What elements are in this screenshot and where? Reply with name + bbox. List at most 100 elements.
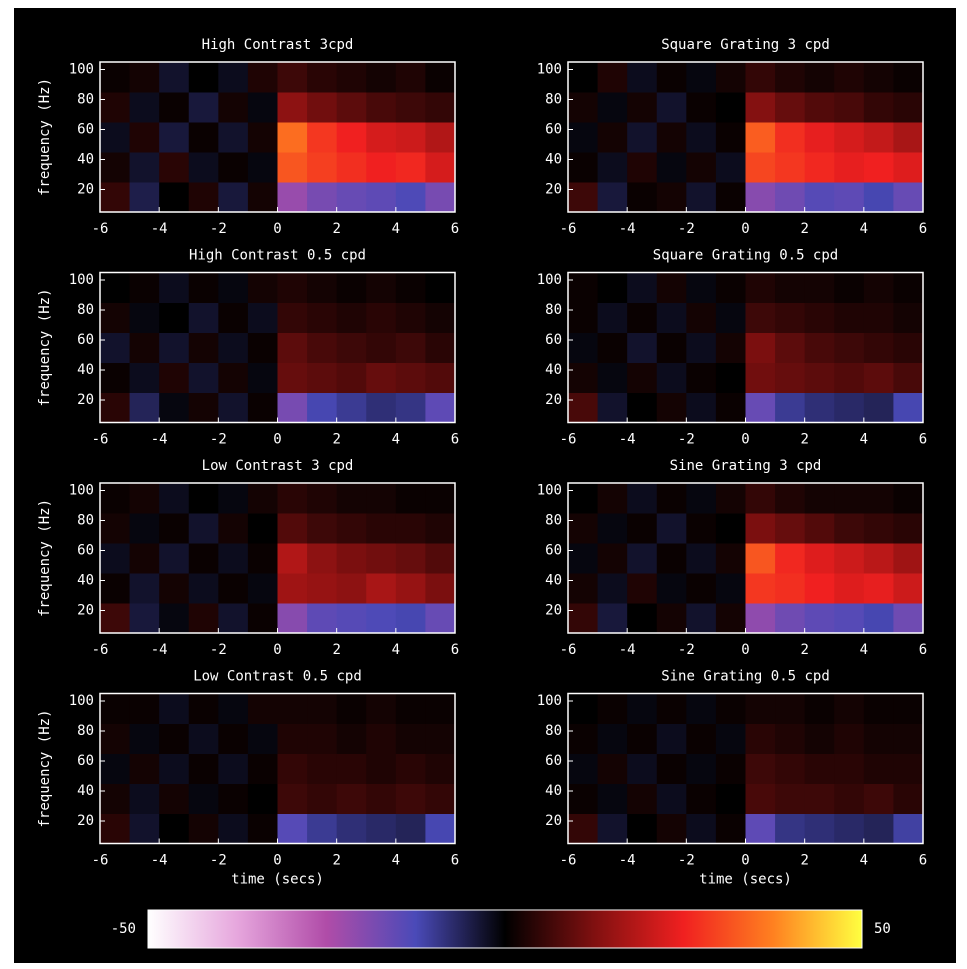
heatmap-cell [307, 513, 338, 544]
x-tick-label: 6 [919, 221, 927, 237]
x-tick-label: -2 [210, 642, 227, 658]
heatmap-cell [627, 302, 658, 333]
heatmap-cell [336, 573, 367, 604]
x-tick-label: -2 [678, 221, 695, 237]
heatmap-cell [656, 603, 687, 634]
heatmap-cell [425, 302, 456, 333]
heatmap-cell [336, 362, 367, 393]
heatmap-cell [277, 332, 308, 363]
heatmap-cell [893, 122, 924, 153]
colorbar-tick-label: 50 [874, 921, 891, 937]
heatmap-cell [129, 783, 160, 814]
heatmap-cell [627, 182, 658, 213]
heatmap-cell [247, 543, 278, 574]
x-tick-label: -6 [560, 853, 577, 869]
heatmap-cell [307, 392, 338, 423]
heatmap-cell [568, 513, 599, 544]
heatmap-cell [307, 783, 338, 814]
heatmap-cell [804, 362, 835, 393]
heatmap-cell [159, 783, 190, 814]
heatmap-cell [159, 483, 190, 514]
heatmap-cell [188, 122, 219, 153]
heatmap-cell [159, 152, 190, 183]
heatmap-cell [366, 543, 397, 574]
heatmap-cell [568, 302, 599, 333]
heatmap-cell [627, 813, 658, 844]
heatmap-cell [366, 122, 397, 153]
heatmap-cell [395, 573, 426, 604]
heatmap-cell [100, 693, 131, 724]
heatmap-cell [159, 693, 190, 724]
heatmap-cell [100, 392, 131, 423]
heatmap-cell [425, 122, 456, 153]
heatmap-cell [715, 693, 746, 724]
heatmap-cell [656, 753, 687, 784]
heatmap-cell [656, 92, 687, 123]
y-tick-label: 20 [545, 603, 562, 619]
heatmap-cell [336, 543, 367, 574]
heatmap-cell [188, 182, 219, 213]
heatmap-cell [715, 543, 746, 574]
heatmap-cell [775, 723, 806, 754]
heatmap-cell [627, 392, 658, 423]
heatmap-cell [804, 92, 835, 123]
heatmap-cell [656, 693, 687, 724]
x-tick-label: 4 [392, 853, 400, 869]
heatmap-cell [863, 392, 894, 423]
x-tick-label: -6 [560, 642, 577, 658]
heatmap-cell [159, 603, 190, 634]
heatmap-cell [307, 182, 338, 213]
heatmap-cell [804, 753, 835, 784]
heatmap-cell [336, 753, 367, 784]
heatmap-cell [686, 302, 717, 333]
heatmap-cell [336, 723, 367, 754]
heatmap-cell [656, 302, 687, 333]
heatmap-cell [129, 182, 160, 213]
heatmap-cell [745, 182, 776, 213]
x-tick-label: 4 [860, 853, 868, 869]
heatmap-cell [893, 783, 924, 814]
heatmap-cell [129, 483, 160, 514]
x-tick-label: -6 [92, 221, 109, 237]
heatmap-cell [775, 573, 806, 604]
heatmap-cell [395, 182, 426, 213]
heatmap-cell [395, 152, 426, 183]
x-tick-label: -4 [619, 853, 636, 869]
x-tick-label: -2 [678, 432, 695, 448]
heatmap-cell [425, 603, 456, 634]
heatmap-cell [307, 302, 338, 333]
heatmap-cell [100, 543, 131, 574]
heatmap-cell [863, 332, 894, 363]
chart-title: High Contrast 0.5 cpd [189, 248, 366, 264]
heatmap-cell [277, 483, 308, 514]
heatmap-cell [686, 122, 717, 153]
heatmap-cell [715, 392, 746, 423]
heatmap-cell [159, 122, 190, 153]
x-tick-label: 4 [860, 432, 868, 448]
heatmap-cell [218, 483, 249, 514]
heatmap-cell [307, 332, 338, 363]
heatmap-cell [745, 573, 776, 604]
heatmap-cell [863, 723, 894, 754]
y-tick-label: 100 [69, 62, 94, 78]
heatmap-cell [597, 362, 628, 393]
heatmap-cell [247, 483, 278, 514]
heatmap-cell [834, 62, 865, 93]
heatmap-cell [834, 182, 865, 213]
heatmap-cell [336, 152, 367, 183]
heatmap-cell [775, 362, 806, 393]
y-tick-label: 60 [545, 753, 562, 769]
heatmap-cell [277, 272, 308, 303]
heatmap-cell [425, 182, 456, 213]
heatmap-cell [893, 272, 924, 303]
heatmap-cell [277, 693, 308, 724]
heatmap-cell [656, 813, 687, 844]
heatmap-cell [893, 362, 924, 393]
heatmap-cell [863, 693, 894, 724]
heatmap-cell [100, 122, 131, 153]
x-tick-label: 6 [451, 432, 459, 448]
heatmap-cell [568, 92, 599, 123]
y-tick-label: 100 [537, 483, 562, 499]
heatmap-cell [218, 693, 249, 724]
heatmap-cell [804, 723, 835, 754]
